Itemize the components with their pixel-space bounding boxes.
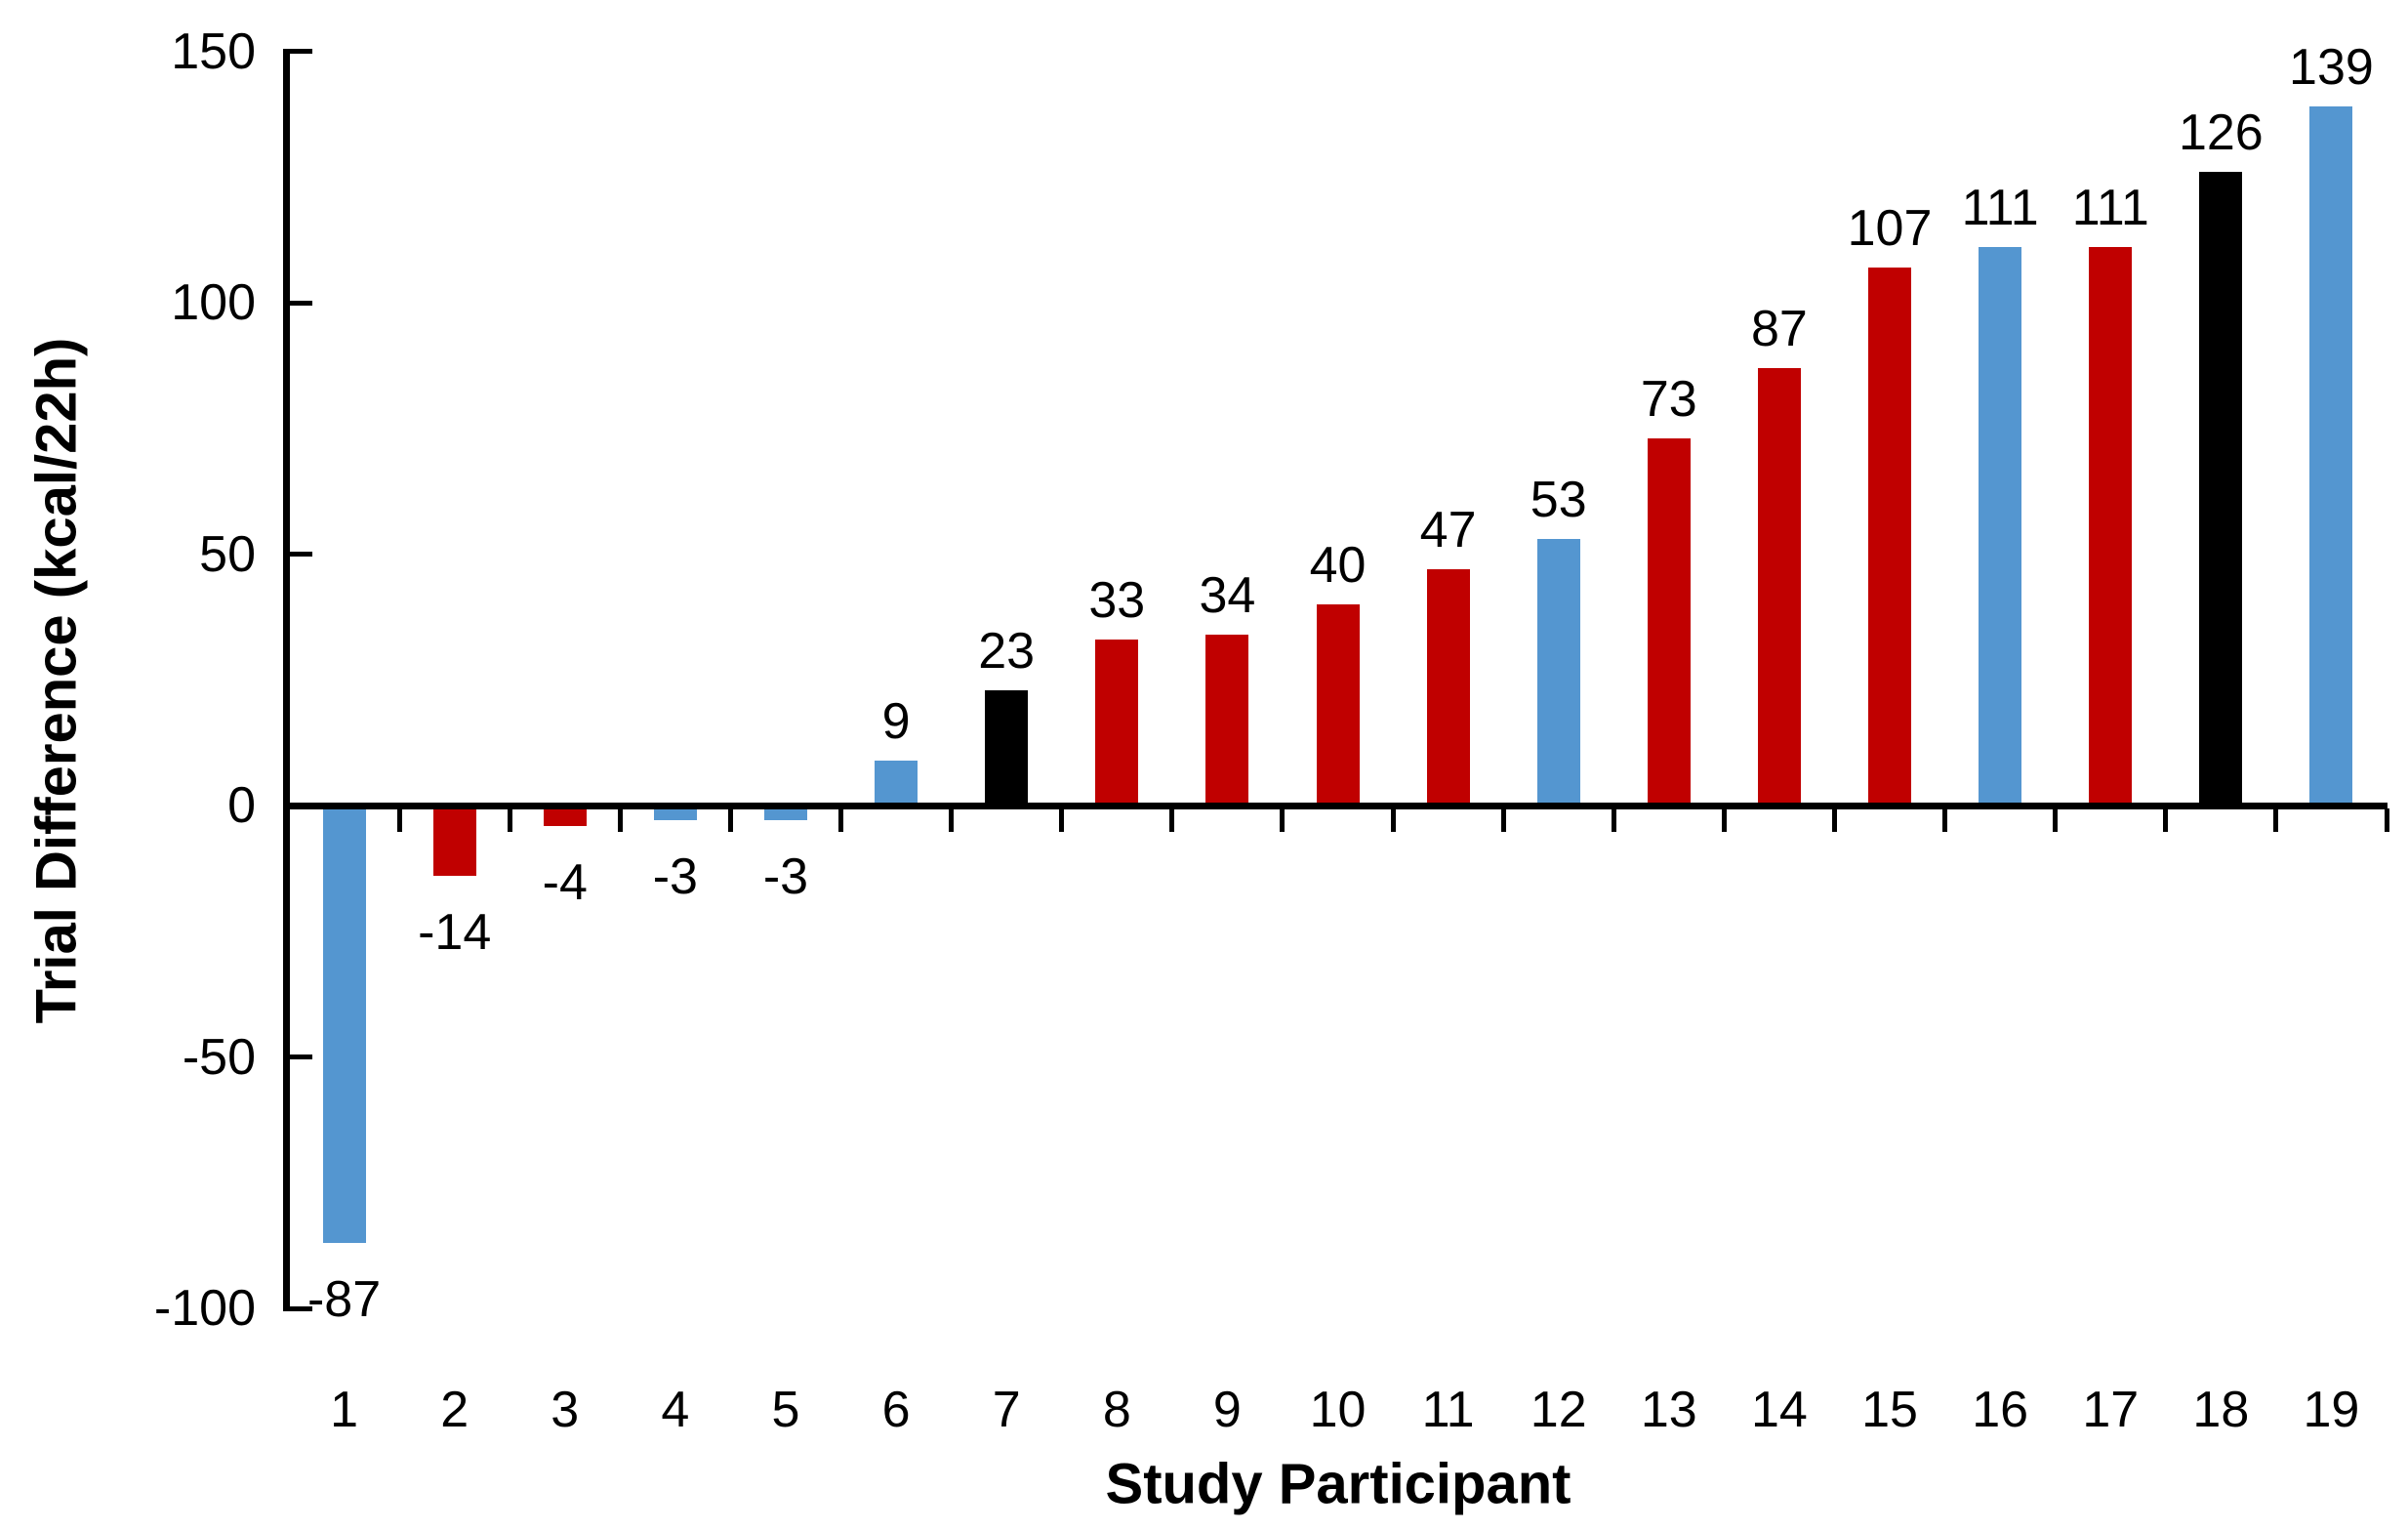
x-tick-label: 14 (1750, 1382, 1808, 1438)
x-tick (1500, 808, 1506, 832)
bar-value-label: 126 (2178, 104, 2264, 162)
x-tick (396, 808, 402, 832)
bar-participant-16 (1979, 247, 2022, 806)
x-tick (2273, 808, 2279, 832)
bar-value-label: 53 (1530, 472, 1587, 529)
bar-participant-14 (1757, 367, 1801, 806)
y-tick-label: -50 (182, 1028, 256, 1086)
x-tick-label: 15 (1861, 1382, 1918, 1438)
x-tick (1942, 808, 1948, 832)
y-tick-label: 150 (171, 22, 256, 80)
bar-value-label: 9 (881, 692, 911, 750)
x-tick (1059, 808, 1065, 832)
y-axis-title: Trial Difference (kcal/22h) (24, 337, 89, 1024)
x-tick-label: 8 (1102, 1382, 1131, 1438)
x-tick-label: 12 (1530, 1382, 1587, 1438)
y-tick-label: 100 (171, 274, 256, 331)
bar-value-label: 87 (1750, 300, 1808, 357)
bar-value-label: -3 (652, 848, 698, 906)
y-axis-line (283, 49, 290, 1311)
bar-value-label: 34 (1199, 566, 1256, 624)
x-tick-label: 4 (661, 1382, 690, 1438)
x-tick-label: 17 (2082, 1382, 2140, 1438)
x-tick (1721, 808, 1727, 832)
x-tick (949, 808, 955, 832)
bar-participant-2 (432, 806, 476, 877)
bar-participant-7 (985, 689, 1029, 806)
bar-participant-8 (1095, 640, 1139, 806)
y-tick-label: 0 (227, 777, 256, 834)
x-tick-label: 3 (551, 1382, 580, 1438)
bar-value-label: 111 (1961, 180, 2039, 237)
bar-participant-1 (322, 806, 366, 1244)
x-tick (1169, 808, 1175, 832)
x-tick-label: 7 (992, 1382, 1021, 1438)
bar-value-label: 23 (978, 622, 1036, 680)
y-tick-label: -100 (153, 1280, 256, 1337)
x-axis-zero-line (283, 803, 2388, 809)
x-tick-label: 18 (2192, 1382, 2250, 1438)
x-tick-label: 19 (2303, 1382, 2360, 1438)
bar-value-label: 33 (1088, 572, 1146, 630)
y-tick (289, 1054, 312, 1059)
bar-participant-19 (2309, 106, 2353, 806)
y-tick (289, 49, 312, 54)
x-tick-label: 16 (1972, 1382, 2029, 1438)
bar-value-label: -3 (762, 848, 809, 906)
bar-participant-12 (1536, 539, 1580, 806)
x-tick-label: 2 (440, 1382, 469, 1438)
x-tick (838, 808, 844, 832)
x-tick-label: 10 (1309, 1382, 1367, 1438)
x-tick (1390, 808, 1396, 832)
x-tick-label: 5 (771, 1382, 800, 1438)
bar-participant-3 (543, 806, 587, 826)
bar-participant-6 (875, 760, 918, 806)
bar-value-label: 107 (1847, 199, 1933, 257)
bar-value-label: 111 (2071, 180, 2149, 237)
bar-participant-9 (1205, 634, 1249, 806)
x-tick (1831, 808, 1837, 832)
x-tick-label: 9 (1212, 1382, 1242, 1438)
bar-participant-15 (1868, 267, 1912, 806)
x-tick-label: 1 (330, 1382, 358, 1438)
x-tick-label: 6 (881, 1382, 911, 1438)
bar-value-label: 40 (1309, 537, 1367, 594)
x-tick (2384, 808, 2389, 832)
x-axis-title: Study Participant (1105, 1452, 1571, 1516)
x-tick (1280, 808, 1286, 832)
y-tick-label: 50 (199, 525, 256, 583)
bar-participant-11 (1426, 568, 1470, 806)
x-tick (617, 808, 623, 832)
bar-participant-17 (2089, 247, 2133, 806)
bar-value-label: 73 (1640, 371, 1697, 429)
y-tick (289, 300, 312, 306)
x-tick (507, 808, 512, 832)
x-tick-label: 11 (1421, 1382, 1475, 1438)
y-tick (289, 1305, 312, 1311)
bar-value-label: 139 (2289, 39, 2374, 97)
bar-value-label: -4 (542, 853, 588, 911)
bar-participant-18 (2199, 172, 2243, 806)
bar-value-label: -87 (306, 1271, 382, 1329)
x-tick (727, 808, 733, 832)
bar-participant-10 (1316, 604, 1360, 806)
y-tick (289, 552, 312, 557)
x-tick (2163, 808, 2169, 832)
x-tick (1611, 808, 1616, 832)
x-tick (2053, 808, 2059, 832)
bar-value-label: 47 (1419, 501, 1477, 558)
bar-value-label: -14 (418, 904, 492, 962)
x-tick-label: 13 (1640, 1382, 1697, 1438)
bar-participant-13 (1647, 438, 1691, 806)
